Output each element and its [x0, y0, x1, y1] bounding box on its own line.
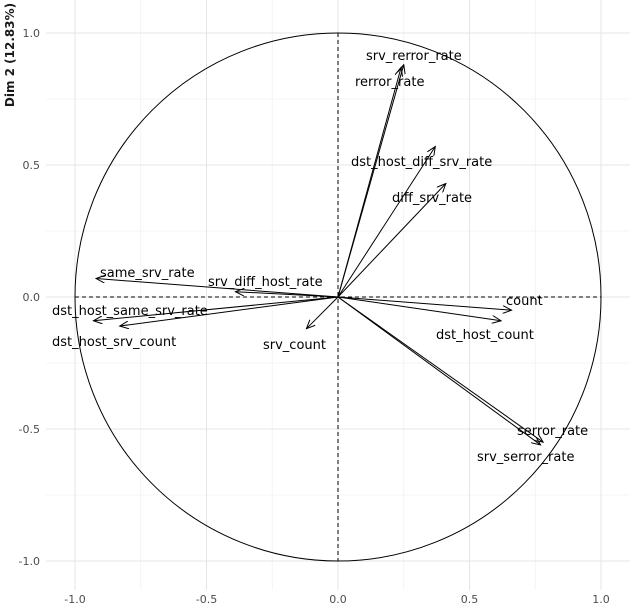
- label-srv-rerror-rate: srv_rerror_rate: [366, 49, 462, 64]
- arrow-serror-rate: [337, 296, 543, 442]
- label-serror-rate: serror_rate: [517, 424, 588, 439]
- y-tick-label: 1.0: [23, 27, 41, 40]
- arrow-srv-diff-host-rate: [235, 292, 339, 298]
- y-tick-label: 0.0: [23, 291, 41, 304]
- y-axis-title: Dim 2 (12.83%): [3, 3, 17, 107]
- arrow-diff-srv-rate: [337, 183, 446, 298]
- arrow-dst-host-same-srv-rate: [93, 296, 339, 321]
- x-tick-label: 0.0: [329, 593, 347, 604]
- arrow-dst-host-diff-srv-rate: [337, 147, 435, 298]
- arrow-same-srv-rate: [96, 279, 339, 298]
- arrow-dst-host-count: [337, 296, 501, 321]
- label-dst-host-diff-srv-rate: dst_host_diff_srv_rate: [351, 155, 492, 170]
- x-tick-label: -0.5: [196, 593, 217, 604]
- y-tick-label: -1.0: [19, 555, 40, 568]
- arrow-rerror-rate: [337, 67, 401, 298]
- x-tick-label: 1.0: [592, 593, 610, 604]
- label-srv-serror-rate: srv_serror_rate: [477, 450, 574, 465]
- y-tick-label: -0.5: [19, 423, 40, 436]
- label-dst-host-srv-count: dst_host_srv_count: [52, 335, 176, 350]
- x-tick-label: 0.5: [461, 593, 479, 604]
- label-srv-diff-host-rate: srv_diff_host_rate: [208, 275, 323, 290]
- variable-labels: srv_rerror_rate rerror_rate dst_host_diff_…: [52, 49, 588, 465]
- y-tick-label: 0.5: [23, 159, 41, 172]
- label-diff-srv-rate: diff_srv_rate: [392, 191, 472, 206]
- correlation-circle: [74, 32, 602, 562]
- arrow-srv-count: [306, 296, 339, 329]
- arrow-srv-serror-rate: [337, 296, 541, 445]
- label-dst-host-count: dst_host_count: [436, 328, 534, 343]
- label-srv-count: srv_count: [263, 338, 326, 353]
- label-count: count: [506, 294, 543, 309]
- axis-ticks: -1.0 -0.5 0.0 0.5 1.0 -1.0 -0.5 0.0 0.5 1.0: [19, 27, 610, 604]
- label-rerror-rate: rerror_rate: [355, 75, 424, 90]
- unit-circle: [74, 32, 602, 562]
- variable-arrows: [93, 65, 543, 445]
- label-same-srv-rate: same_srv_rate: [100, 266, 195, 281]
- arrow-count: [337, 296, 512, 310]
- arrow-dst-host-srv-count: [120, 296, 339, 326]
- x-tick-label: -1.0: [64, 593, 85, 604]
- label-dst-host-same-srv-rate: dst_host_same_srv_rate: [52, 304, 208, 319]
